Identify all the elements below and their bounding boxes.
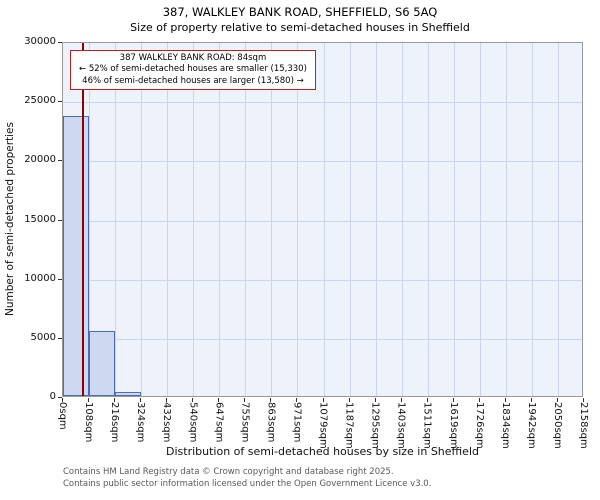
x-tick-mark [218,398,220,402]
x-gridline [349,43,351,396]
x-tick-mark [270,398,272,402]
x-tick-label: 0sqm [57,402,68,430]
x-tick-label: 324sqm [135,402,147,443]
y-tick-mark [58,219,62,221]
x-gridline [453,43,455,396]
attribution-footer: Contains HM Land Registry data © Crown c… [63,467,431,490]
y-tick-mark [58,42,62,43]
x-tick-mark [296,398,298,402]
plot-area: 387 WALKLEY BANK ROAD: 84sqm ← 52% of se… [62,42,583,397]
x-gridline [89,43,91,396]
x-tick-mark [504,398,506,402]
x-gridline [531,43,533,396]
x-gridline [245,43,247,396]
x-tick-mark [88,398,90,402]
x-gridline [375,43,377,396]
x-tick-mark [192,398,194,402]
x-axis-label: Distribution of semi-detached houses by … [166,445,479,458]
x-tick-label: 1511sqm [421,402,433,449]
chart-title: 387, WALKLEY BANK ROAD, SHEFFIELD, S6 5A… [162,5,438,19]
x-tick-mark [140,398,142,402]
x-tick-mark [426,398,428,402]
x-gridline [193,43,195,396]
y-tick-label: 10000 [24,272,56,284]
y-gridline [63,279,582,281]
x-tick-mark [374,398,376,402]
x-tick-mark [530,398,532,402]
x-tick-mark [556,398,558,402]
x-tick-mark [478,398,480,402]
x-gridline [557,43,559,396]
y-tick-mark [58,278,62,280]
x-tick-mark [244,398,246,402]
x-tick-label: 2050sqm [551,402,563,449]
x-tick-label: 108sqm [83,402,95,443]
y-tick-label: 15000 [24,213,56,225]
x-gridline [323,43,325,396]
x-tick-label: 216sqm [109,402,121,443]
marker-annotation: 387 WALKLEY BANK ROAD: 84sqm ← 52% of se… [70,50,316,91]
annotation-line-2: ← 52% of semi-detached houses are smalle… [79,64,307,75]
histogram-bar [89,330,116,396]
y-tick-label: 0 [49,391,56,402]
x-tick-label: 1079sqm [317,402,329,449]
y-gridline [63,338,582,340]
x-tick-label: 1295sqm [369,402,381,449]
x-tick-label: 1403sqm [395,402,407,449]
y-gridline [63,161,582,163]
y-tick-mark [58,337,62,339]
x-gridline [219,43,221,396]
x-gridline [115,43,117,396]
x-tick-mark [583,398,584,402]
histogram-bar [115,392,142,396]
x-gridline [271,43,273,396]
x-gridline [297,43,299,396]
x-tick-mark [348,398,350,402]
x-gridline [167,43,169,396]
footer-line-1: Contains HM Land Registry data © Crown c… [63,467,394,477]
y-gridline [63,220,582,222]
y-tick-label: 25000 [24,95,56,107]
y-tick-mark [58,101,62,103]
x-gridline [505,43,507,396]
x-gridline [427,43,429,396]
chart-subtitle: Size of property relative to semi-detach… [130,21,470,34]
y-tick-label: 30000 [24,36,56,47]
y-tick-mark [58,160,62,162]
x-tick-label: 1942sqm [525,402,537,449]
x-tick-label: 1726sqm [473,402,485,449]
y-tick-mark [58,397,62,398]
x-gridline [141,43,143,396]
x-tick-label: 2158sqm [578,402,589,449]
x-gridline [479,43,481,396]
property-size-marker-line [82,43,85,396]
x-gridline [401,43,403,396]
x-tick-label: 1834sqm [499,402,511,449]
x-tick-mark [400,398,402,402]
x-tick-mark [62,398,63,402]
annotation-line-3: 46% of semi-detached houses are larger (… [82,75,304,86]
x-tick-label: 647sqm [213,402,225,443]
y-tick-label: 20000 [24,154,56,166]
x-tick-label: 1619sqm [447,402,459,449]
y-gridline [63,102,582,104]
annotation-line-1: 387 WALKLEY BANK ROAD: 84sqm [119,53,267,63]
x-tick-mark [166,398,168,402]
x-tick-mark [114,398,116,402]
histogram-bar [63,115,90,396]
x-tick-label: 863sqm [265,402,277,443]
y-tick-label: 5000 [30,331,56,343]
footer-line-2: Contains public sector information licen… [63,478,432,489]
x-tick-label: 540sqm [187,402,199,443]
x-tick-label: 1187sqm [343,402,355,449]
x-tick-mark [452,398,454,402]
x-tick-label: 432sqm [161,402,173,443]
x-tick-label: 971sqm [291,402,303,443]
x-tick-label: 755sqm [239,402,251,443]
x-tick-mark [322,398,324,402]
